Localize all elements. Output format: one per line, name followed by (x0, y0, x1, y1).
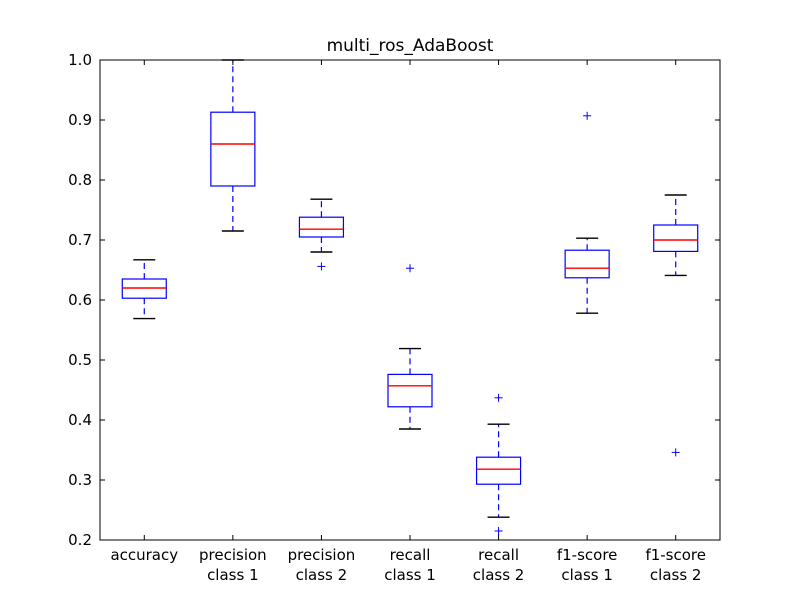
y-tick-label: 0.9 (68, 111, 92, 129)
x-tick-label: f1-score class 1 (557, 546, 618, 584)
y-tick-label: 0.8 (68, 171, 92, 189)
flier-point (317, 262, 326, 271)
flier-point (671, 448, 680, 457)
y-tick-label: 0.6 (68, 291, 92, 309)
box (387, 373, 433, 408)
y-tick-label: 0.2 (68, 531, 92, 549)
box (653, 224, 699, 252)
x-tick-label: f1-score class 2 (645, 546, 706, 584)
x-tick-label: recall class 2 (473, 546, 525, 584)
x-tick-label: recall class 1 (384, 546, 436, 584)
box (564, 249, 610, 279)
y-tick-label: 0.4 (68, 411, 92, 429)
axes-frame (99, 59, 721, 541)
x-tick-label: precision class 2 (288, 546, 356, 584)
x-tick-label: accuracy (110, 546, 178, 564)
flier-point (583, 111, 592, 120)
x-tick-label: precision class 1 (199, 546, 267, 584)
chart-title: multi_ros_AdaBoost (327, 36, 494, 56)
box (298, 216, 345, 238)
y-tick-label: 0.7 (68, 231, 92, 249)
plot-area: 0.2 0.3 0.4 0.5 0.6 0.7 0.8 0.9 1.0 accuracy preci… (68, 51, 720, 584)
box (210, 111, 256, 187)
flier-point (406, 264, 414, 273)
y-tick-label: 0.5 (68, 351, 92, 369)
box (475, 456, 522, 485)
y-tick-label: 1.0 (68, 51, 92, 69)
y-tick-label: 0.3 (68, 471, 92, 489)
flier-point (494, 527, 503, 535)
flier-point (494, 393, 503, 402)
